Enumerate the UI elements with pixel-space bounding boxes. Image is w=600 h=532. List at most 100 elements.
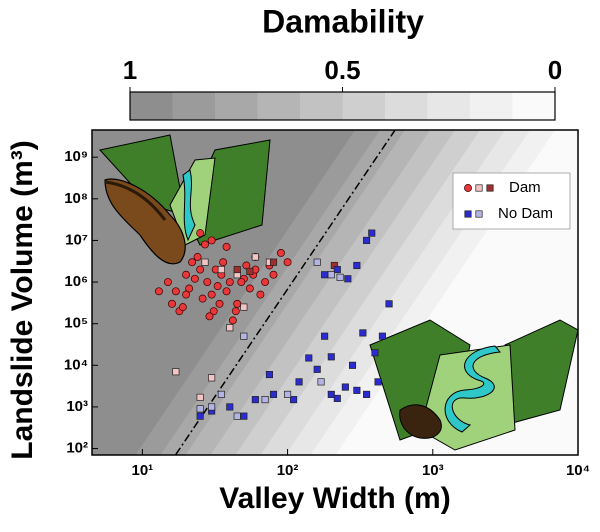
x-tick-label: 10⁴ xyxy=(566,462,590,479)
point xyxy=(193,253,202,261)
point xyxy=(251,253,259,261)
y-tick-label: 10⁸ xyxy=(64,190,88,207)
plot-frame xyxy=(91,129,579,456)
colorbar-segment xyxy=(427,92,471,120)
river xyxy=(182,169,196,242)
point xyxy=(172,368,180,376)
point xyxy=(353,261,361,270)
x-axis-label: Valley Width (m) xyxy=(219,482,450,515)
point xyxy=(333,265,341,274)
point xyxy=(207,236,216,245)
point xyxy=(374,378,382,386)
point xyxy=(333,394,341,402)
landslide xyxy=(104,178,186,265)
point xyxy=(371,349,379,357)
legend-swatch xyxy=(475,210,483,218)
colorbar-segment xyxy=(470,92,513,120)
point xyxy=(378,332,386,340)
point xyxy=(336,273,344,281)
point xyxy=(208,374,216,382)
threshold-line xyxy=(175,130,396,455)
point xyxy=(321,271,329,279)
point xyxy=(321,332,329,340)
y-tick-label: 10³ xyxy=(66,398,88,415)
point xyxy=(196,229,205,238)
point xyxy=(261,278,270,287)
y-tick-label: 10⁴ xyxy=(64,356,88,373)
legend: Dam No Dam xyxy=(452,172,571,230)
point xyxy=(207,290,216,299)
point xyxy=(368,229,376,237)
legend-swatch xyxy=(464,184,472,192)
point xyxy=(231,307,240,316)
point xyxy=(190,274,199,283)
colorbar-label: Damability xyxy=(262,3,424,39)
point xyxy=(245,284,254,293)
point xyxy=(327,390,335,398)
point xyxy=(327,353,335,361)
x-tick-label: 10² xyxy=(277,462,299,479)
colorbar-segment xyxy=(215,92,258,120)
landslide-scarp xyxy=(104,180,167,221)
point xyxy=(269,270,278,279)
point xyxy=(240,412,248,420)
point xyxy=(363,390,371,398)
y-tick-label: 10⁹ xyxy=(64,148,88,165)
point xyxy=(295,378,303,386)
point xyxy=(219,258,228,267)
point xyxy=(363,236,371,244)
point xyxy=(313,258,321,266)
point xyxy=(359,329,367,337)
point xyxy=(290,396,298,404)
point xyxy=(201,258,209,266)
legend-label: No Dam xyxy=(498,205,553,222)
point xyxy=(269,390,278,398)
point xyxy=(215,299,224,308)
x-tick-label: 10³ xyxy=(422,462,444,479)
point xyxy=(178,303,187,312)
colorbar-tick-label: 1 xyxy=(123,55,137,85)
point xyxy=(240,303,248,311)
y-axis-label: Landslide Volume (m³) xyxy=(6,140,39,459)
point xyxy=(353,386,361,394)
colorbar-segment xyxy=(257,92,301,120)
point xyxy=(233,412,241,420)
point xyxy=(313,365,321,373)
point xyxy=(196,393,204,401)
landslide xyxy=(399,404,442,439)
legend-box xyxy=(452,172,571,230)
point xyxy=(276,249,285,257)
point xyxy=(265,370,273,379)
colorbar-segment xyxy=(342,92,386,120)
legend-label: Dam xyxy=(509,179,541,196)
y-tick-label: 10⁷ xyxy=(65,231,88,248)
colorbar-segment xyxy=(512,92,556,120)
colorbar-segment xyxy=(130,92,173,120)
point xyxy=(213,282,222,291)
point xyxy=(237,278,246,287)
illustrations xyxy=(99,134,578,451)
legend-swatch xyxy=(486,184,494,192)
point xyxy=(198,294,207,303)
point xyxy=(188,258,197,267)
data-points xyxy=(154,229,393,420)
point xyxy=(385,300,393,308)
point xyxy=(348,361,357,369)
colorbar-tick-label: 0.5 xyxy=(324,55,360,85)
y-tick-label: 10⁶ xyxy=(64,273,88,290)
colorbar-tick-label: 0 xyxy=(548,55,562,85)
point xyxy=(233,265,241,274)
point xyxy=(203,278,212,287)
point xyxy=(246,267,254,275)
colorbar: 1 0.5 0 xyxy=(123,55,562,121)
point xyxy=(201,240,209,249)
point xyxy=(217,265,225,274)
legend-swatch xyxy=(475,184,483,192)
point xyxy=(228,316,237,325)
point xyxy=(233,299,242,308)
point xyxy=(209,307,218,316)
point xyxy=(256,290,265,299)
point xyxy=(226,403,234,411)
